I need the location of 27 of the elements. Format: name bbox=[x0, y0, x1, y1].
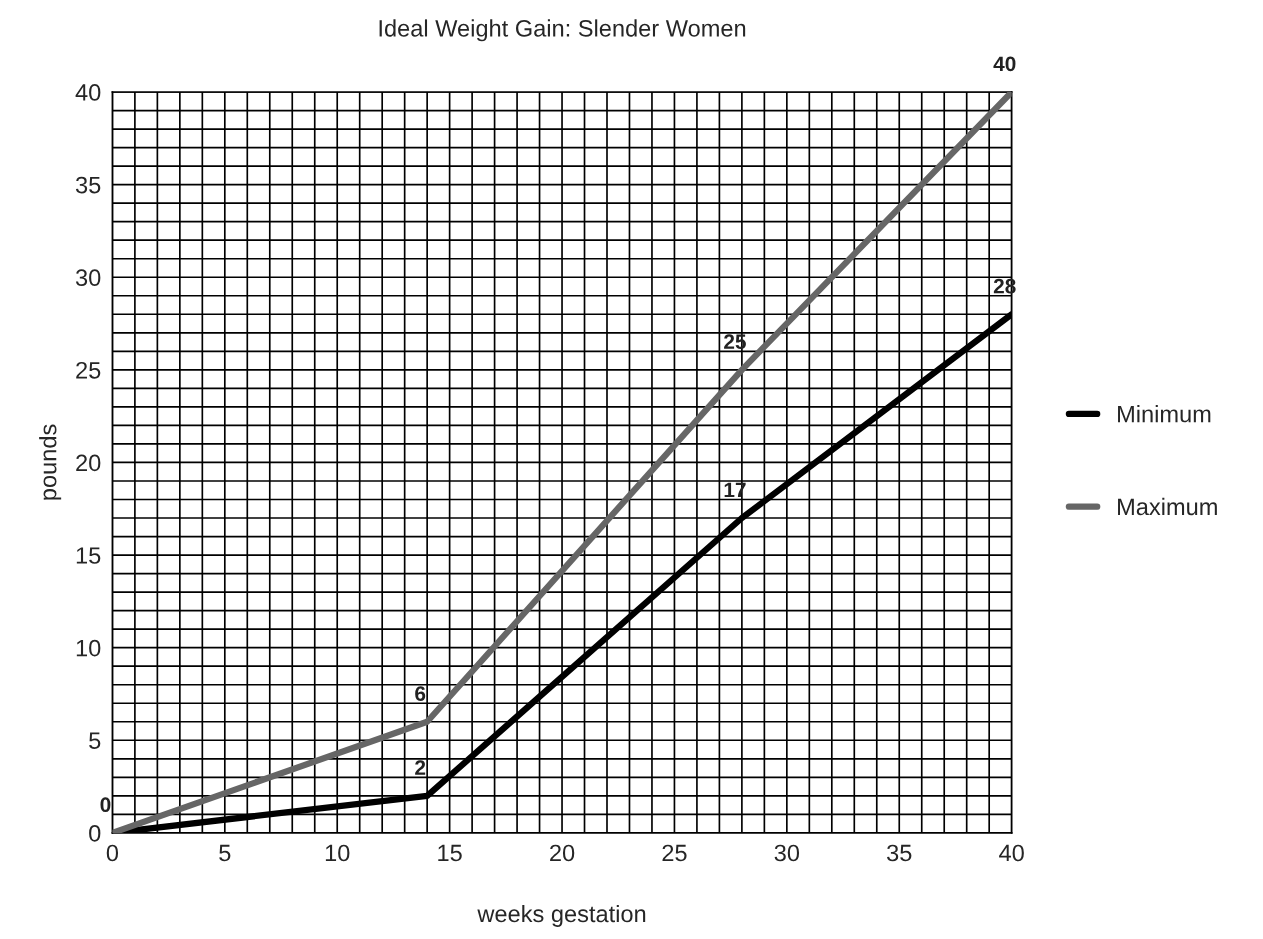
x-tick-label: 5 bbox=[219, 844, 231, 862]
data-label: 2 bbox=[415, 760, 426, 775]
y-tick-label: 25 bbox=[76, 361, 101, 379]
y-tick-label: 20 bbox=[76, 454, 101, 472]
x-tick-label: 15 bbox=[438, 844, 462, 862]
y-tick-label: 40 bbox=[75, 84, 101, 101]
y-tick-label: 0 bbox=[89, 824, 101, 842]
x-tick-label: 10 bbox=[325, 844, 350, 862]
data-label: 6 bbox=[415, 686, 426, 701]
x-tick-label: 40 bbox=[999, 844, 1024, 862]
y-tick-label: 10 bbox=[76, 639, 101, 657]
y-tick-label: 5 bbox=[89, 732, 101, 750]
y-tick-label: 30 bbox=[75, 269, 101, 287]
legend-label: Minimum bbox=[1118, 405, 1211, 423]
y-tick-label: 35 bbox=[75, 176, 101, 194]
chart-title: Ideal Weight Gain: Slender Women bbox=[379, 19, 746, 42]
x-tick-label: 0 bbox=[106, 844, 119, 862]
x-tick-label: 35 bbox=[887, 844, 912, 862]
legend-label: Maximum bbox=[1118, 497, 1217, 516]
y-tick-label: 15 bbox=[76, 547, 101, 564]
y-axis-title: pounds bbox=[39, 424, 62, 500]
data-label: 0 bbox=[100, 797, 111, 813]
x-tick-label: 20 bbox=[550, 844, 575, 862]
x-tick-label: 30 bbox=[774, 844, 800, 862]
x-tick-label: 25 bbox=[662, 844, 687, 862]
data-label: 40 bbox=[993, 56, 1016, 72]
x-axis-title: weeks gestation bbox=[477, 904, 646, 927]
